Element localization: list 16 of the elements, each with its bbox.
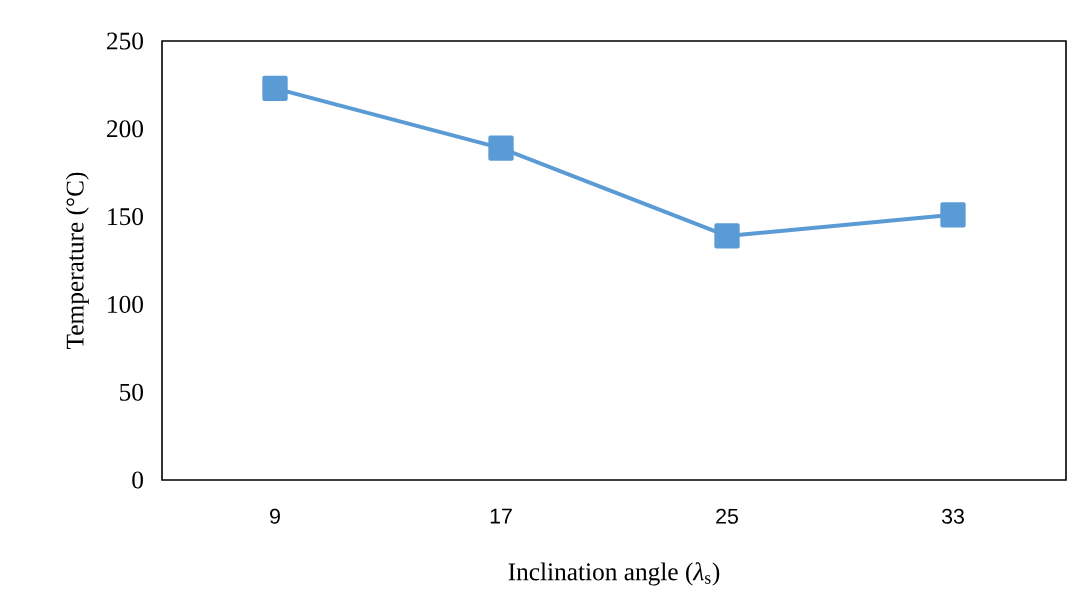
y-axis-title: Temperature (°C) xyxy=(65,172,89,349)
point xyxy=(940,202,966,228)
y-tick-label: 50 xyxy=(120,383,143,401)
x-axis-title: Inclination angle (λ$_{s}$) xyxy=(508,562,720,586)
y-tick-label: 100 xyxy=(108,295,143,313)
x-tick-label: 9 xyxy=(270,508,280,524)
point xyxy=(714,223,740,249)
y-tick-label: 150 xyxy=(108,208,143,226)
x-tick-label: 25 xyxy=(716,508,738,524)
point xyxy=(488,135,514,161)
x-tick-label: 33 xyxy=(941,508,964,524)
y-tick-label: 200 xyxy=(107,120,143,138)
x-tick-label: 17 xyxy=(490,508,512,524)
y-tick-label: 0 xyxy=(132,471,143,489)
y-tick-label: 250 xyxy=(107,32,143,50)
point xyxy=(262,75,288,102)
